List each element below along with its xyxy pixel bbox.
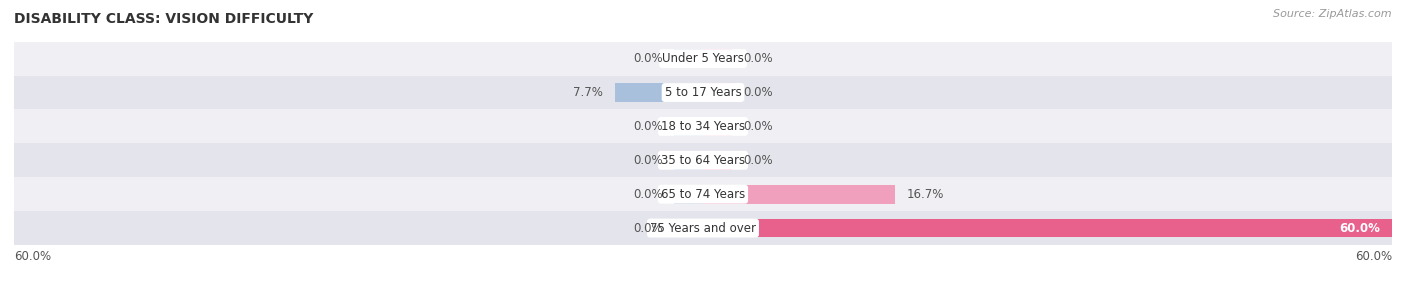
Text: 65 to 74 Years: 65 to 74 Years: [661, 188, 745, 201]
Text: 0.0%: 0.0%: [744, 120, 773, 133]
Text: 35 to 64 Years: 35 to 64 Years: [661, 154, 745, 167]
Text: 0.0%: 0.0%: [633, 154, 662, 167]
Bar: [675, 49, 703, 68]
Bar: [14, 211, 1392, 245]
Text: 5 to 17 Years: 5 to 17 Years: [665, 86, 741, 99]
Text: 0.0%: 0.0%: [633, 52, 662, 65]
Bar: [675, 151, 703, 170]
Text: 0.0%: 0.0%: [744, 52, 773, 65]
Bar: [703, 219, 731, 237]
Bar: [703, 151, 731, 170]
Bar: [14, 42, 1392, 76]
Text: 18 to 34 Years: 18 to 34 Years: [661, 120, 745, 133]
Bar: [14, 76, 1392, 109]
Bar: [675, 185, 703, 203]
Bar: [675, 219, 703, 237]
Text: 60.0%: 60.0%: [1355, 250, 1392, 263]
Text: 0.0%: 0.0%: [633, 120, 662, 133]
Bar: [675, 83, 703, 102]
Text: 16.7%: 16.7%: [907, 188, 943, 201]
Text: 75 Years and over: 75 Years and over: [650, 221, 756, 235]
Bar: [14, 109, 1392, 143]
Bar: [614, 83, 703, 102]
Text: Under 5 Years: Under 5 Years: [662, 52, 744, 65]
Bar: [675, 117, 703, 136]
Bar: [14, 143, 1392, 177]
Text: 60.0%: 60.0%: [1340, 221, 1381, 235]
Text: Source: ZipAtlas.com: Source: ZipAtlas.com: [1274, 9, 1392, 19]
Bar: [703, 185, 731, 203]
Text: 0.0%: 0.0%: [633, 188, 662, 201]
Bar: [14, 177, 1392, 211]
Text: 0.0%: 0.0%: [633, 221, 662, 235]
Bar: [703, 219, 1392, 237]
Bar: [703, 185, 894, 203]
Text: DISABILITY CLASS: VISION DIFFICULTY: DISABILITY CLASS: VISION DIFFICULTY: [14, 13, 314, 27]
Bar: [703, 117, 731, 136]
Bar: [703, 49, 731, 68]
Text: 0.0%: 0.0%: [744, 154, 773, 167]
Text: 60.0%: 60.0%: [14, 250, 51, 263]
Text: 7.7%: 7.7%: [574, 86, 603, 99]
Text: 0.0%: 0.0%: [744, 86, 773, 99]
Bar: [703, 83, 731, 102]
